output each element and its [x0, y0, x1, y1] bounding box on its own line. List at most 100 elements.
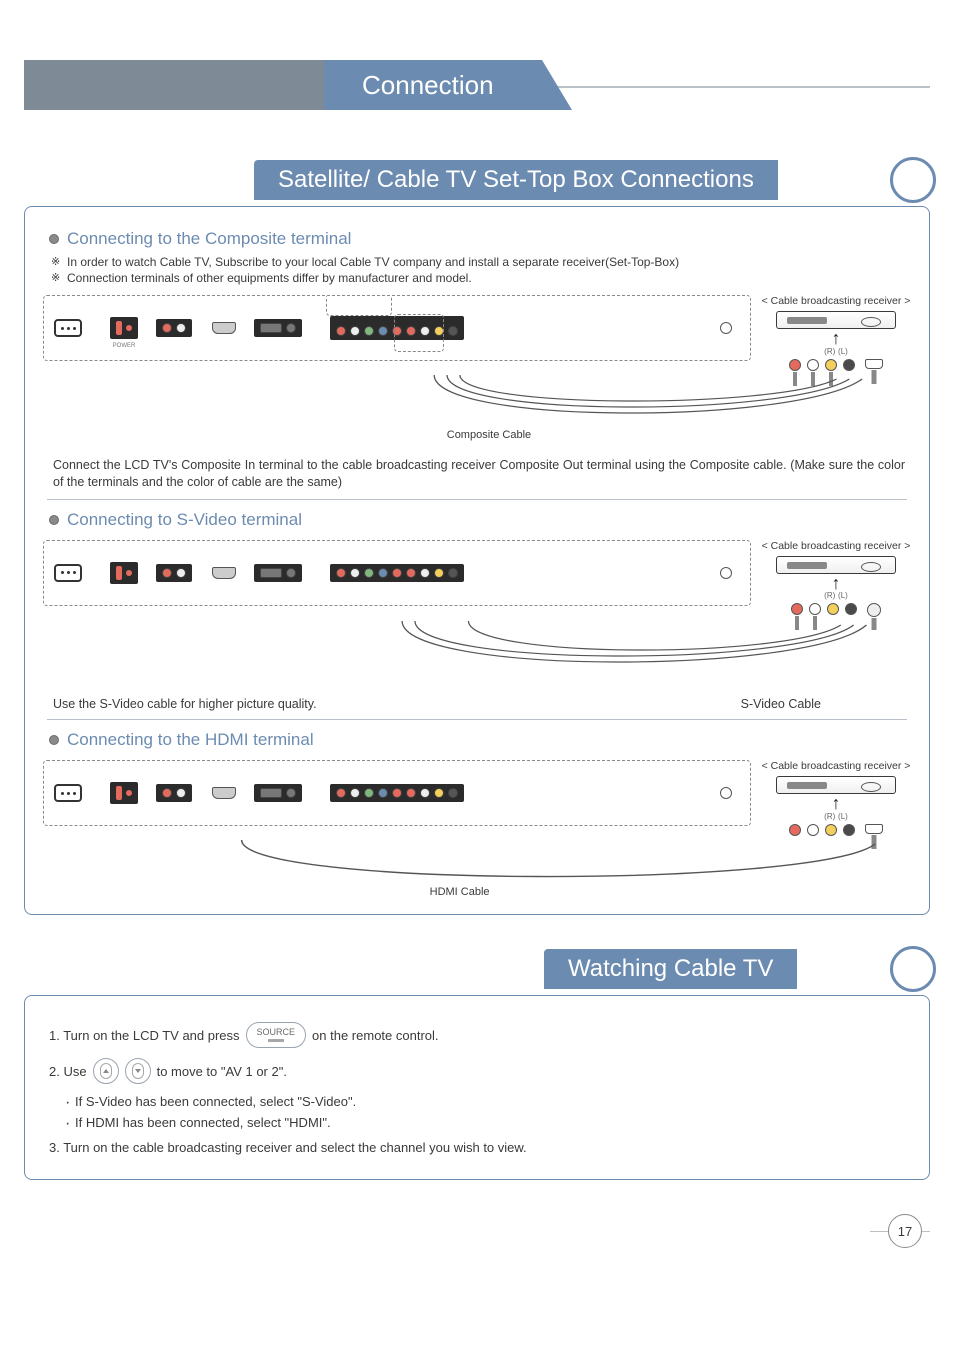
hdmi-heading-text: Connecting to the HDMI terminal	[67, 730, 314, 750]
header-left-block	[24, 60, 324, 110]
composite-jacks	[761, 359, 911, 371]
hdmi-heading: Connecting to the HDMI terminal	[49, 730, 911, 750]
separator1	[47, 499, 907, 500]
svideo-bottom-row: Use the S-Video cable for higher picture…	[53, 697, 901, 711]
svideo-plug-icon	[867, 603, 881, 617]
antenna-port-icon	[720, 567, 732, 579]
tv-back-panel: POWER	[43, 295, 751, 361]
composite-body: Connect the LCD TV's Composite In termin…	[53, 457, 905, 491]
arrow-up-icon: ↑	[761, 798, 911, 809]
header-bar: Connection	[24, 30, 930, 120]
rca-extra-icon	[843, 359, 855, 371]
composite-highlight	[326, 295, 392, 316]
section1-title-circle-icon	[890, 157, 936, 203]
separator2	[47, 719, 907, 720]
section2-box: 1. Turn on the LCD TV and press SOURCE o…	[24, 995, 930, 1180]
antenna-port-icon	[720, 322, 732, 334]
step2-sublist: If S-Video has been connected, select "S…	[65, 1094, 905, 1130]
antenna-port-icon	[720, 787, 732, 799]
down-button-icon	[125, 1058, 151, 1084]
component-block	[330, 316, 464, 340]
hdmi-plug-icon	[865, 824, 883, 834]
svideo-receiver-col: < Cable broadcasting receiver > ↑ (R) (L…	[761, 540, 911, 618]
hdmi-receiver-label: < Cable broadcasting receiver >	[761, 760, 911, 772]
power-block: POWER	[110, 317, 138, 339]
tv-back-panel	[43, 540, 751, 606]
step2: 2. Use to move to "AV 1 or 2".	[49, 1058, 905, 1084]
rca-red-icon	[789, 359, 801, 371]
composite-note1: In order to watch Cable TV, Subscribe to…	[67, 255, 911, 269]
svideo-heading-text: Connecting to S-Video terminal	[67, 510, 302, 530]
rca-extra-icon	[845, 603, 857, 615]
rca-white-icon	[807, 824, 819, 836]
composite-cable-label: Composite Cable	[443, 429, 535, 441]
rca-yellow-icon	[827, 603, 839, 615]
bullet-svideo: If S-Video has been connected, select "S…	[65, 1094, 905, 1109]
pcin-block	[254, 319, 302, 337]
rca-red-icon	[789, 824, 801, 836]
step3: 3. Turn on the cable broadcasting receiv…	[49, 1140, 905, 1155]
composite-heading-text: Connecting to the Composite terminal	[67, 229, 351, 249]
composite-diagram: POWER	[43, 295, 911, 371]
rca-extra-icon	[843, 824, 855, 836]
section1-box: Connecting to the Composite terminal In …	[24, 206, 930, 915]
page-number: 17	[888, 1214, 922, 1248]
svideo-cable-curve	[49, 621, 905, 693]
bullet-icon	[49, 735, 59, 745]
ac-socket-icon	[54, 784, 82, 802]
pcin-block	[254, 564, 302, 582]
section2-title-wrap: Watching Cable TV	[24, 949, 930, 989]
rca-yellow-icon	[825, 824, 837, 836]
bullet-icon	[49, 234, 59, 244]
step2-text-b: to move to "AV 1 or 2".	[157, 1064, 287, 1079]
step1-text-a: 1. Turn on the LCD TV and press	[49, 1028, 240, 1043]
hdmi-diagram: < Cable broadcasting receiver > ↑ (R) (L…	[43, 760, 911, 836]
svideo-diagram: < Cable broadcasting receiver > ↑ (R) (L…	[43, 540, 911, 618]
ac-socket-icon	[54, 564, 82, 582]
section1-title-wrap: Satellite/ Cable TV Set-Top Box Connecti…	[24, 160, 930, 200]
svideo-jacks	[761, 603, 911, 617]
section1-title: Satellite/ Cable TV Set-Top Box Connecti…	[254, 160, 778, 200]
rca-white-icon	[807, 359, 819, 371]
composite-cable-curve: Composite Cable	[49, 375, 905, 447]
out-block	[156, 564, 192, 582]
arrow-up-icon: ↑	[761, 578, 911, 589]
header-title: Connection	[362, 70, 494, 101]
step2-text-a: 2. Use	[49, 1064, 87, 1079]
power-block	[110, 562, 138, 584]
power-block	[110, 782, 138, 804]
tv-back-panel	[43, 760, 751, 826]
rca-white-icon	[809, 603, 821, 615]
hdmi-receiver-col: < Cable broadcasting receiver > ↑ (R) (L…	[761, 760, 911, 836]
power-label: POWER	[110, 343, 138, 349]
component-block	[330, 564, 464, 582]
step3-text: 3. Turn on the cable broadcasting receiv…	[49, 1140, 527, 1155]
up-button-icon	[93, 1058, 119, 1084]
set-top-box-icon	[776, 311, 896, 329]
hdmi-cable-label: HDMI Cable	[426, 886, 494, 898]
page: Connection Satellite/ Cable TV Set-Top B…	[0, 0, 954, 1274]
composite-note2: Connection terminals of other equipments…	[67, 271, 911, 285]
rca-red-icon	[791, 603, 803, 615]
header-tab: Connection	[324, 60, 542, 110]
composite-receiver-col: < Cable broadcasting receiver > ↑ (R) (L…	[761, 295, 911, 371]
scart-icon	[865, 359, 883, 369]
svideo-body: Use the S-Video cable for higher picture…	[53, 697, 317, 711]
hdmi-port-icon	[212, 322, 236, 334]
rca-yellow-icon	[825, 359, 837, 371]
step1-text-b: on the remote control.	[312, 1028, 438, 1043]
section2-title-circle-icon	[890, 946, 936, 992]
component-block	[330, 784, 464, 802]
composite-heading: Connecting to the Composite terminal	[49, 229, 911, 249]
svideo-receiver-label: < Cable broadcasting receiver >	[761, 540, 911, 552]
hdmi-cable-curve: HDMI Cable	[49, 840, 905, 900]
pcin-block	[254, 784, 302, 802]
step1: 1. Turn on the LCD TV and press SOURCE o…	[49, 1022, 905, 1048]
hdmi-jacks	[761, 824, 911, 836]
jack-l-label: (L)	[838, 812, 848, 821]
composite-receiver-label: < Cable broadcasting receiver >	[761, 295, 911, 307]
hdmi-port-icon	[212, 567, 236, 579]
jack-r-label: (R)	[824, 591, 835, 600]
source-button-label: SOURCE	[257, 1028, 296, 1037]
svideo-heading: Connecting to S-Video terminal	[49, 510, 911, 530]
